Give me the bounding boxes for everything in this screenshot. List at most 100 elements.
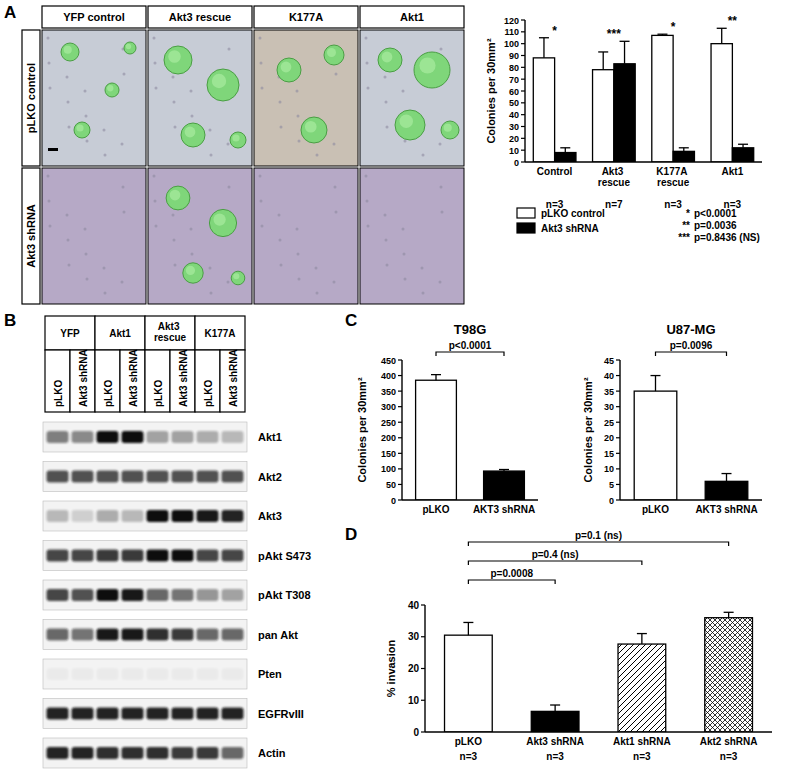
band [122, 510, 144, 522]
micrograph [360, 168, 464, 304]
colony-highlight [305, 121, 317, 133]
colony [378, 48, 402, 72]
comparison-label: p=0.4 (ns) [532, 549, 579, 560]
band [197, 471, 219, 483]
western-blot: YFPpLKOAkt3 shRNAAkt1pLKOAkt3 shRNAAkt3 … [43, 316, 311, 768]
p-value-mark: * [686, 208, 690, 219]
colony-highlight [170, 190, 181, 201]
y-axis-label: Colonies per 30mm² [356, 377, 368, 482]
significance: * [552, 24, 557, 38]
y-tick-label: 400 [381, 371, 396, 381]
debris [297, 115, 300, 118]
colony [414, 52, 450, 88]
y-tick-label: 200 [381, 433, 396, 443]
y-tick-label: 0 [609, 496, 614, 506]
blot-strip [43, 541, 247, 571]
blot-strip [43, 738, 247, 768]
debris [86, 278, 89, 281]
debris [48, 62, 51, 65]
error-cap [657, 34, 667, 35]
blot-strip [43, 422, 247, 452]
y-tick-label: 20 [408, 663, 420, 674]
panel-letter: D [345, 525, 357, 544]
column-header-box [42, 6, 146, 28]
error-cap [598, 51, 608, 52]
debris [49, 225, 52, 228]
band [147, 550, 169, 562]
error-cap [724, 612, 734, 613]
band [97, 589, 119, 601]
bar [705, 481, 748, 500]
colony [207, 69, 239, 101]
row-header-box [22, 168, 40, 304]
n-label: n=3 [720, 751, 738, 762]
debris [104, 292, 107, 295]
band [147, 589, 169, 601]
group-header-box [195, 316, 245, 350]
colony-highlight [400, 115, 414, 129]
bar [634, 391, 677, 500]
bar-chart: T98G050100150200250300350400450Colonies … [356, 322, 538, 515]
band [197, 668, 219, 680]
p-value-mark: ** [682, 220, 690, 231]
error-line [655, 376, 656, 392]
debris [48, 200, 51, 203]
error-cap [550, 704, 560, 705]
label-line: rescue [154, 332, 187, 343]
label-line: rescue [598, 177, 631, 188]
band [147, 471, 169, 483]
y-tick-label: 20 [509, 134, 519, 144]
blot-row-label: Akt1 [258, 431, 282, 443]
debris [66, 76, 69, 79]
debris [365, 37, 368, 40]
micrograph [42, 168, 146, 304]
label-line: Akt1 [722, 166, 744, 177]
debris [209, 129, 212, 132]
lane-header-box [220, 350, 245, 412]
band [172, 471, 194, 483]
band [97, 471, 119, 483]
debris [228, 48, 231, 51]
band [97, 510, 119, 522]
comparison-bracket [436, 352, 504, 356]
y-tick-label: 150 [381, 449, 396, 459]
x-tick-label: Control [537, 166, 573, 177]
band [122, 629, 144, 641]
comparison-bracket [656, 352, 727, 356]
lane-header-box [170, 350, 195, 412]
band [197, 431, 219, 443]
group-header: Akt3 rescue [154, 321, 187, 343]
comparison-label: p=0.0008 [490, 568, 533, 579]
colony [181, 123, 205, 147]
colony-highlight [382, 52, 393, 63]
band [147, 747, 169, 759]
p-value-text: p=0.8436 (NS) [694, 232, 760, 243]
y-tick-label: 120 [504, 16, 519, 26]
error-bar [724, 612, 734, 617]
error-cap [651, 375, 661, 376]
band [172, 550, 194, 562]
debris [280, 126, 283, 129]
micrograph [254, 168, 358, 304]
band [172, 629, 194, 641]
error-bar [463, 622, 473, 635]
n-label: n=3 [460, 751, 478, 762]
band [47, 747, 69, 759]
y-tick-label: 250 [381, 418, 396, 428]
column-header-box [148, 6, 252, 28]
band [147, 708, 169, 720]
y-tick-label: 25 [604, 418, 614, 428]
debris [86, 140, 89, 143]
bar [533, 58, 554, 162]
row-header: Akt3 shRNA [25, 204, 37, 268]
blot-strip [43, 699, 247, 729]
colony-highlight [281, 62, 292, 73]
debris [278, 214, 281, 217]
error-cap [738, 144, 748, 145]
colony-highlight [419, 57, 435, 73]
blot-row-label: EGFRvIII [258, 708, 304, 720]
micrograph [254, 30, 358, 166]
colony-highlight [327, 48, 336, 57]
band [122, 708, 144, 720]
group-header: Akt1 [109, 328, 131, 339]
